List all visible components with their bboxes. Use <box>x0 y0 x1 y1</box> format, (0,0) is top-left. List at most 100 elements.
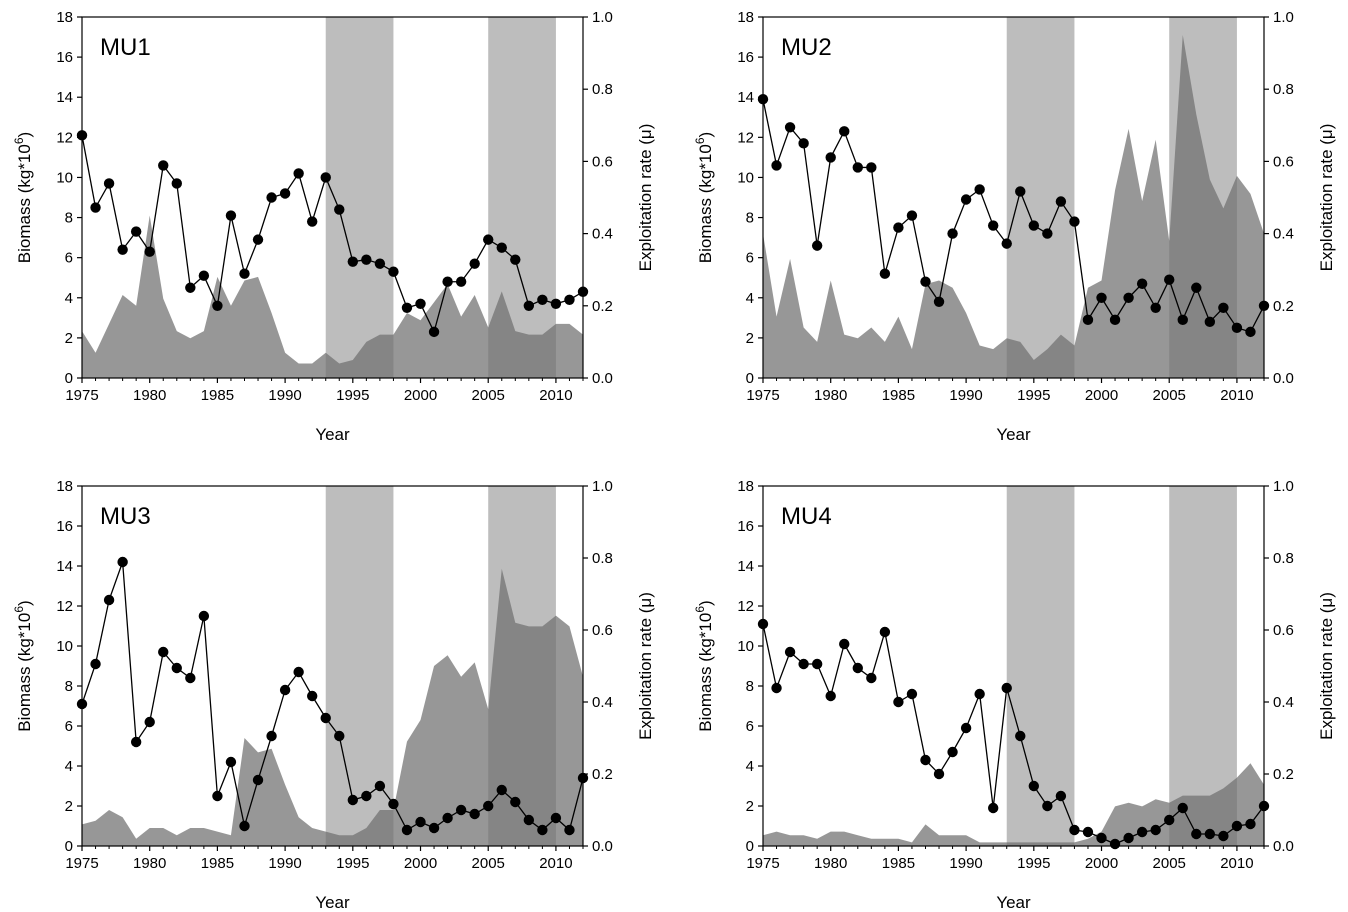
shaded-period-1 <box>1006 17 1075 378</box>
x-tick-label: 1990 <box>949 387 982 404</box>
panel-mu4: 1975 1980 1985 1990 1995 2000 2005 2010 0 2 4 6 8 10 1… <box>693 478 1336 912</box>
y-tick-label: 18 <box>56 9 73 26</box>
y-tick-label: 14 <box>737 89 754 106</box>
y-axis-label: Biomass (kg*106) <box>693 600 715 731</box>
biomass-point <box>1231 322 1243 334</box>
plot-frame <box>762 485 1265 847</box>
biomass-point <box>523 300 535 311</box>
y2-tick-label: 0.6 <box>1273 153 1294 170</box>
x-axis-label: Year <box>315 893 350 912</box>
biomass-point <box>171 662 182 674</box>
y2-tick-label: 0.4 <box>592 226 613 243</box>
biomass-point <box>455 276 467 287</box>
biomass-point <box>537 294 548 305</box>
biomass-point <box>347 256 359 267</box>
y2-tick-label: 1.0 <box>592 9 613 26</box>
biomass-point <box>225 210 237 221</box>
biomass-point <box>1136 278 1148 289</box>
biomass-point <box>811 240 823 251</box>
biomass-point <box>784 646 796 658</box>
biomass-point <box>987 802 999 814</box>
biomass-point <box>483 800 494 812</box>
biomass-point <box>1123 292 1134 303</box>
biomass-point <box>960 194 972 205</box>
x-tick-label: 1995 <box>336 387 369 404</box>
y-tick-label: 8 <box>65 210 73 227</box>
biomass-point <box>212 790 223 802</box>
biomass-point <box>771 160 782 171</box>
y-tick-label: 12 <box>56 598 73 615</box>
y2-tick-label: 0.8 <box>1273 81 1294 98</box>
y2-tick-label: 0.8 <box>1273 550 1294 567</box>
y-tick-label: 12 <box>737 129 754 146</box>
exploitation-rate-area <box>82 215 583 378</box>
biomass-point <box>428 326 440 338</box>
biomass-point <box>1204 828 1216 840</box>
biomass-point <box>1164 814 1175 826</box>
x-tick-label: 2005 <box>472 387 505 404</box>
biomass-point <box>158 646 169 658</box>
biomass-point <box>825 152 836 163</box>
panel-title: MU1 <box>100 34 151 61</box>
y-axis-label: Biomass (kg*106) <box>12 600 34 731</box>
biomass-point <box>866 162 877 173</box>
biomass-point <box>347 794 359 806</box>
y2-tick-label: 0.0 <box>1273 370 1294 387</box>
biomass-point <box>1096 832 1107 844</box>
panel-title: MU4 <box>781 503 832 530</box>
y-tick-label: 10 <box>56 638 73 655</box>
y-tick-label: 8 <box>746 678 754 695</box>
y2-axis-label: Exploitation rate (μ) <box>636 124 655 272</box>
biomass-point <box>279 188 291 199</box>
y2-tick-label: 0.0 <box>592 838 613 855</box>
biomass-point <box>496 242 507 253</box>
panel-mu1: 1975 1980 1985 1990 1995 2000 2005 2010 0 2 4 6 8 10 1… <box>12 9 655 444</box>
biomass-point <box>1028 220 1040 231</box>
y-tick-label: 14 <box>737 558 754 575</box>
biomass-point <box>798 138 809 149</box>
biomass-point <box>225 756 237 768</box>
biomass-point <box>1218 302 1229 314</box>
biomass-point <box>879 626 891 638</box>
biomass-point <box>185 672 196 684</box>
biomass-point <box>401 824 413 836</box>
x-tick-label: 1975 <box>65 387 98 404</box>
biomass-point <box>130 226 142 237</box>
plot-area <box>82 17 583 378</box>
y-tick-label: 18 <box>737 9 754 26</box>
y-tick-label: 16 <box>737 518 754 535</box>
biomass-point <box>90 202 101 213</box>
y2-tick-label: 0.6 <box>592 153 613 170</box>
plot-frame <box>81 16 584 379</box>
biomass-point <box>1218 830 1229 842</box>
y-tick-label: 4 <box>65 290 73 307</box>
biomass-point <box>415 298 426 309</box>
biomass-point <box>293 168 304 179</box>
x-tick-label: 2000 <box>404 387 437 404</box>
x-tick-label: 1995 <box>336 855 369 872</box>
biomass-point <box>564 824 575 836</box>
biomass-point <box>144 246 155 257</box>
biomass-point <box>1096 292 1107 303</box>
biomass-point <box>293 666 304 678</box>
biomass-point <box>469 258 480 269</box>
biomass-point <box>1109 314 1121 326</box>
y-tick-label: 12 <box>737 598 754 615</box>
biomass-point <box>469 808 480 820</box>
biomass-point <box>537 824 548 836</box>
x-tick-label: 2000 <box>404 855 437 872</box>
exploitation-rate-area <box>82 568 583 846</box>
x-tick-label: 2010 <box>539 387 572 404</box>
biomass-point <box>103 178 115 189</box>
biomass-point <box>455 804 467 816</box>
y-tick-label: 8 <box>746 210 754 227</box>
y2-tick-label: 1.0 <box>1273 9 1294 26</box>
biomass-point <box>893 696 904 708</box>
plot-area <box>82 486 583 846</box>
biomass-point <box>771 682 782 694</box>
biomass-point <box>974 688 985 700</box>
biomass-point <box>130 736 142 748</box>
biomass-point <box>1001 682 1012 694</box>
panel-title: MU3 <box>100 503 151 530</box>
biomass-point <box>1204 316 1216 328</box>
